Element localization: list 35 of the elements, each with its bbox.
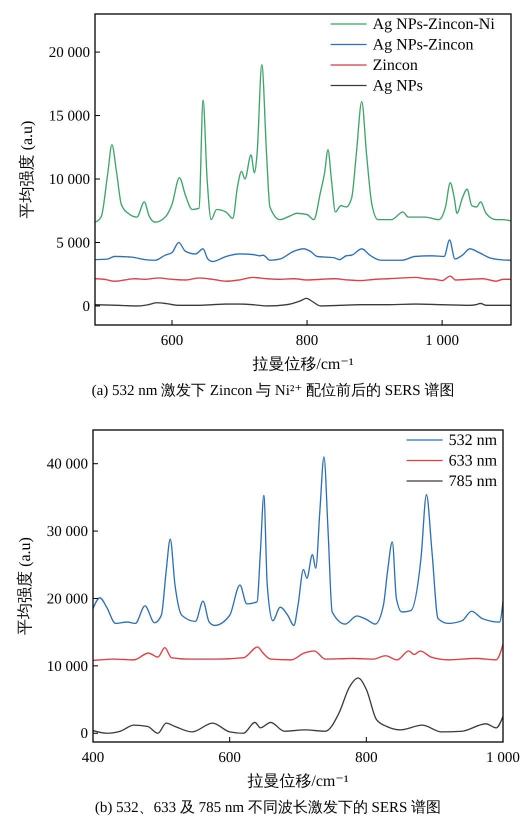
y-axis-title: 平均强度 (a.u): [18, 120, 36, 218]
x-axis-title: 拉曼位移/cm⁻¹: [252, 356, 354, 373]
x-tick-label: 800: [355, 750, 378, 766]
legend-label: Zincon: [372, 57, 418, 74]
y-tick-label: 0: [80, 726, 88, 742]
y-tick-label: 10 000: [46, 658, 88, 675]
y-tick-label: 20 000: [46, 591, 88, 608]
x-tick-label: 1 000: [486, 750, 520, 766]
legend-label: 532 nm: [448, 432, 498, 449]
x-axis-title: 拉曼位移/cm⁻¹: [247, 773, 349, 790]
y-tick-label: 20 000: [48, 45, 90, 62]
y-axis-title: 平均强度 (a.u): [16, 537, 34, 635]
y-tick-label: 30 000: [46, 524, 88, 540]
line-series: [93, 456, 503, 626]
legend-label: Ag NPs: [372, 78, 423, 94]
line-series: [93, 677, 503, 734]
legend-label: 633 nm: [448, 452, 498, 470]
y-tick-label: 0: [82, 298, 90, 315]
y-tick-label: 10 000: [48, 172, 90, 188]
text: (a) 532 nm 激发下 Zincon 与 Ni²⁺ 配位前后的 SERS 谱图: [92, 382, 454, 399]
text: (b) 532、633 及 785 nm 不同波长激发下的 SERS 谱图: [94, 799, 442, 816]
line-series: [93, 644, 503, 662]
y-tick-label: 5 000: [56, 235, 90, 252]
legend-label: Ag NPs-Zincon: [372, 36, 474, 54]
line-series: [95, 298, 511, 307]
x-tick-label: 600: [218, 750, 241, 766]
x-tick-label: 800: [296, 333, 318, 349]
x-tick-label: 400: [82, 750, 104, 766]
y-tick-label: 15 000: [48, 108, 90, 125]
x-tick-label: 600: [160, 333, 184, 349]
line-series: [95, 239, 511, 262]
y-tick-label: 40 000: [46, 456, 88, 473]
legend-label: Ag NPs-Zincon-Ni: [372, 16, 496, 33]
x-tick-label: 1 000: [425, 333, 459, 349]
legend-label: 785 nm: [448, 473, 498, 490]
